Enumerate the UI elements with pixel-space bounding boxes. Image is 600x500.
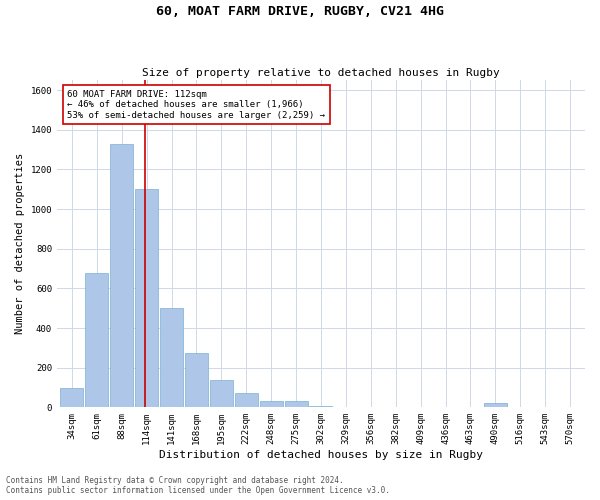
- Bar: [85, 272, 108, 407]
- Bar: [210, 380, 233, 407]
- Bar: [260, 402, 283, 407]
- Bar: [235, 394, 257, 407]
- Text: 60 MOAT FARM DRIVE: 112sqm
← 46% of detached houses are smaller (1,966)
53% of s: 60 MOAT FARM DRIVE: 112sqm ← 46% of deta…: [67, 90, 325, 120]
- Bar: [484, 404, 507, 407]
- Bar: [185, 353, 208, 408]
- Bar: [310, 406, 332, 408]
- Bar: [110, 144, 133, 408]
- Bar: [61, 388, 83, 407]
- Bar: [135, 189, 158, 408]
- Bar: [284, 402, 308, 407]
- X-axis label: Distribution of detached houses by size in Rugby: Distribution of detached houses by size …: [159, 450, 483, 460]
- Text: Contains HM Land Registry data © Crown copyright and database right 2024.
Contai: Contains HM Land Registry data © Crown c…: [6, 476, 390, 495]
- Text: 60, MOAT FARM DRIVE, RUGBY, CV21 4HG: 60, MOAT FARM DRIVE, RUGBY, CV21 4HG: [156, 5, 444, 18]
- Y-axis label: Number of detached properties: Number of detached properties: [15, 153, 25, 334]
- Title: Size of property relative to detached houses in Rugby: Size of property relative to detached ho…: [142, 68, 500, 78]
- Bar: [160, 308, 183, 408]
